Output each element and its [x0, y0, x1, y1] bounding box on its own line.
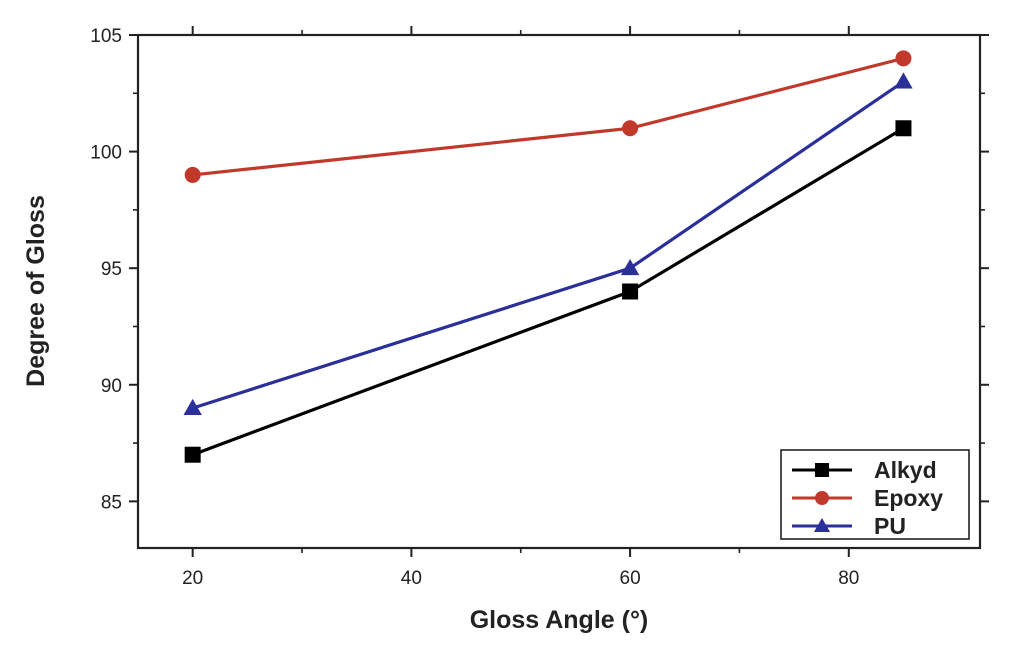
series-line-alkyd [192, 126, 905, 457]
legend-label-epoxy: Epoxy [874, 485, 943, 511]
y-tick-label: 100 [90, 143, 122, 164]
y-tick-label: 90 [101, 376, 122, 397]
legend-marker-pu [813, 517, 831, 533]
point-epoxy [622, 120, 639, 137]
legend-label-pu: PU [874, 513, 906, 539]
point-epoxy [184, 166, 201, 183]
ticks-layer: 20 40 60 80 85 90 95 100 105 [90, 26, 989, 589]
x-tick-label: 60 [620, 568, 641, 589]
plot-frame [136, 33, 982, 550]
y-tick-label: 105 [90, 26, 122, 47]
legend-marker-alkyd [815, 463, 829, 477]
legend-label-alkyd: Alkyd [874, 457, 937, 483]
y-axis-title: Degree of Gloss [22, 195, 50, 387]
series-layer [183, 50, 913, 463]
x-axis-title: Gloss Angle (°) [470, 606, 649, 634]
point-alkyd [184, 446, 201, 463]
point-pu [183, 398, 202, 415]
y-tick-label: 85 [101, 492, 122, 513]
y-tick-label: 95 [101, 259, 122, 280]
series-line-epoxy [192, 56, 904, 177]
x-tick-label: 20 [182, 568, 203, 589]
point-pu [620, 258, 640, 276]
point-epoxy [895, 50, 912, 67]
x-tick-label: 40 [401, 568, 422, 589]
point-alkyd [622, 283, 639, 300]
series-line-pu [192, 80, 905, 410]
point-alkyd [895, 120, 912, 137]
legend-marker-epoxy [815, 491, 829, 505]
legend-box [780, 449, 970, 540]
x-tick-label: 80 [838, 568, 859, 589]
point-pu [894, 72, 913, 89]
